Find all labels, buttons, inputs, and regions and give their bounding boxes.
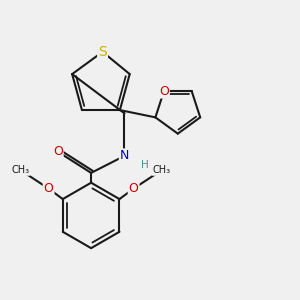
Text: CH₃: CH₃ — [12, 165, 30, 175]
Text: H: H — [141, 160, 149, 170]
Text: O: O — [53, 145, 63, 158]
Text: O: O — [129, 182, 139, 195]
Text: O: O — [44, 182, 53, 195]
Text: S: S — [98, 45, 107, 59]
Text: CH₃: CH₃ — [152, 165, 170, 175]
Text: N: N — [120, 149, 129, 162]
Text: O: O — [159, 85, 169, 98]
